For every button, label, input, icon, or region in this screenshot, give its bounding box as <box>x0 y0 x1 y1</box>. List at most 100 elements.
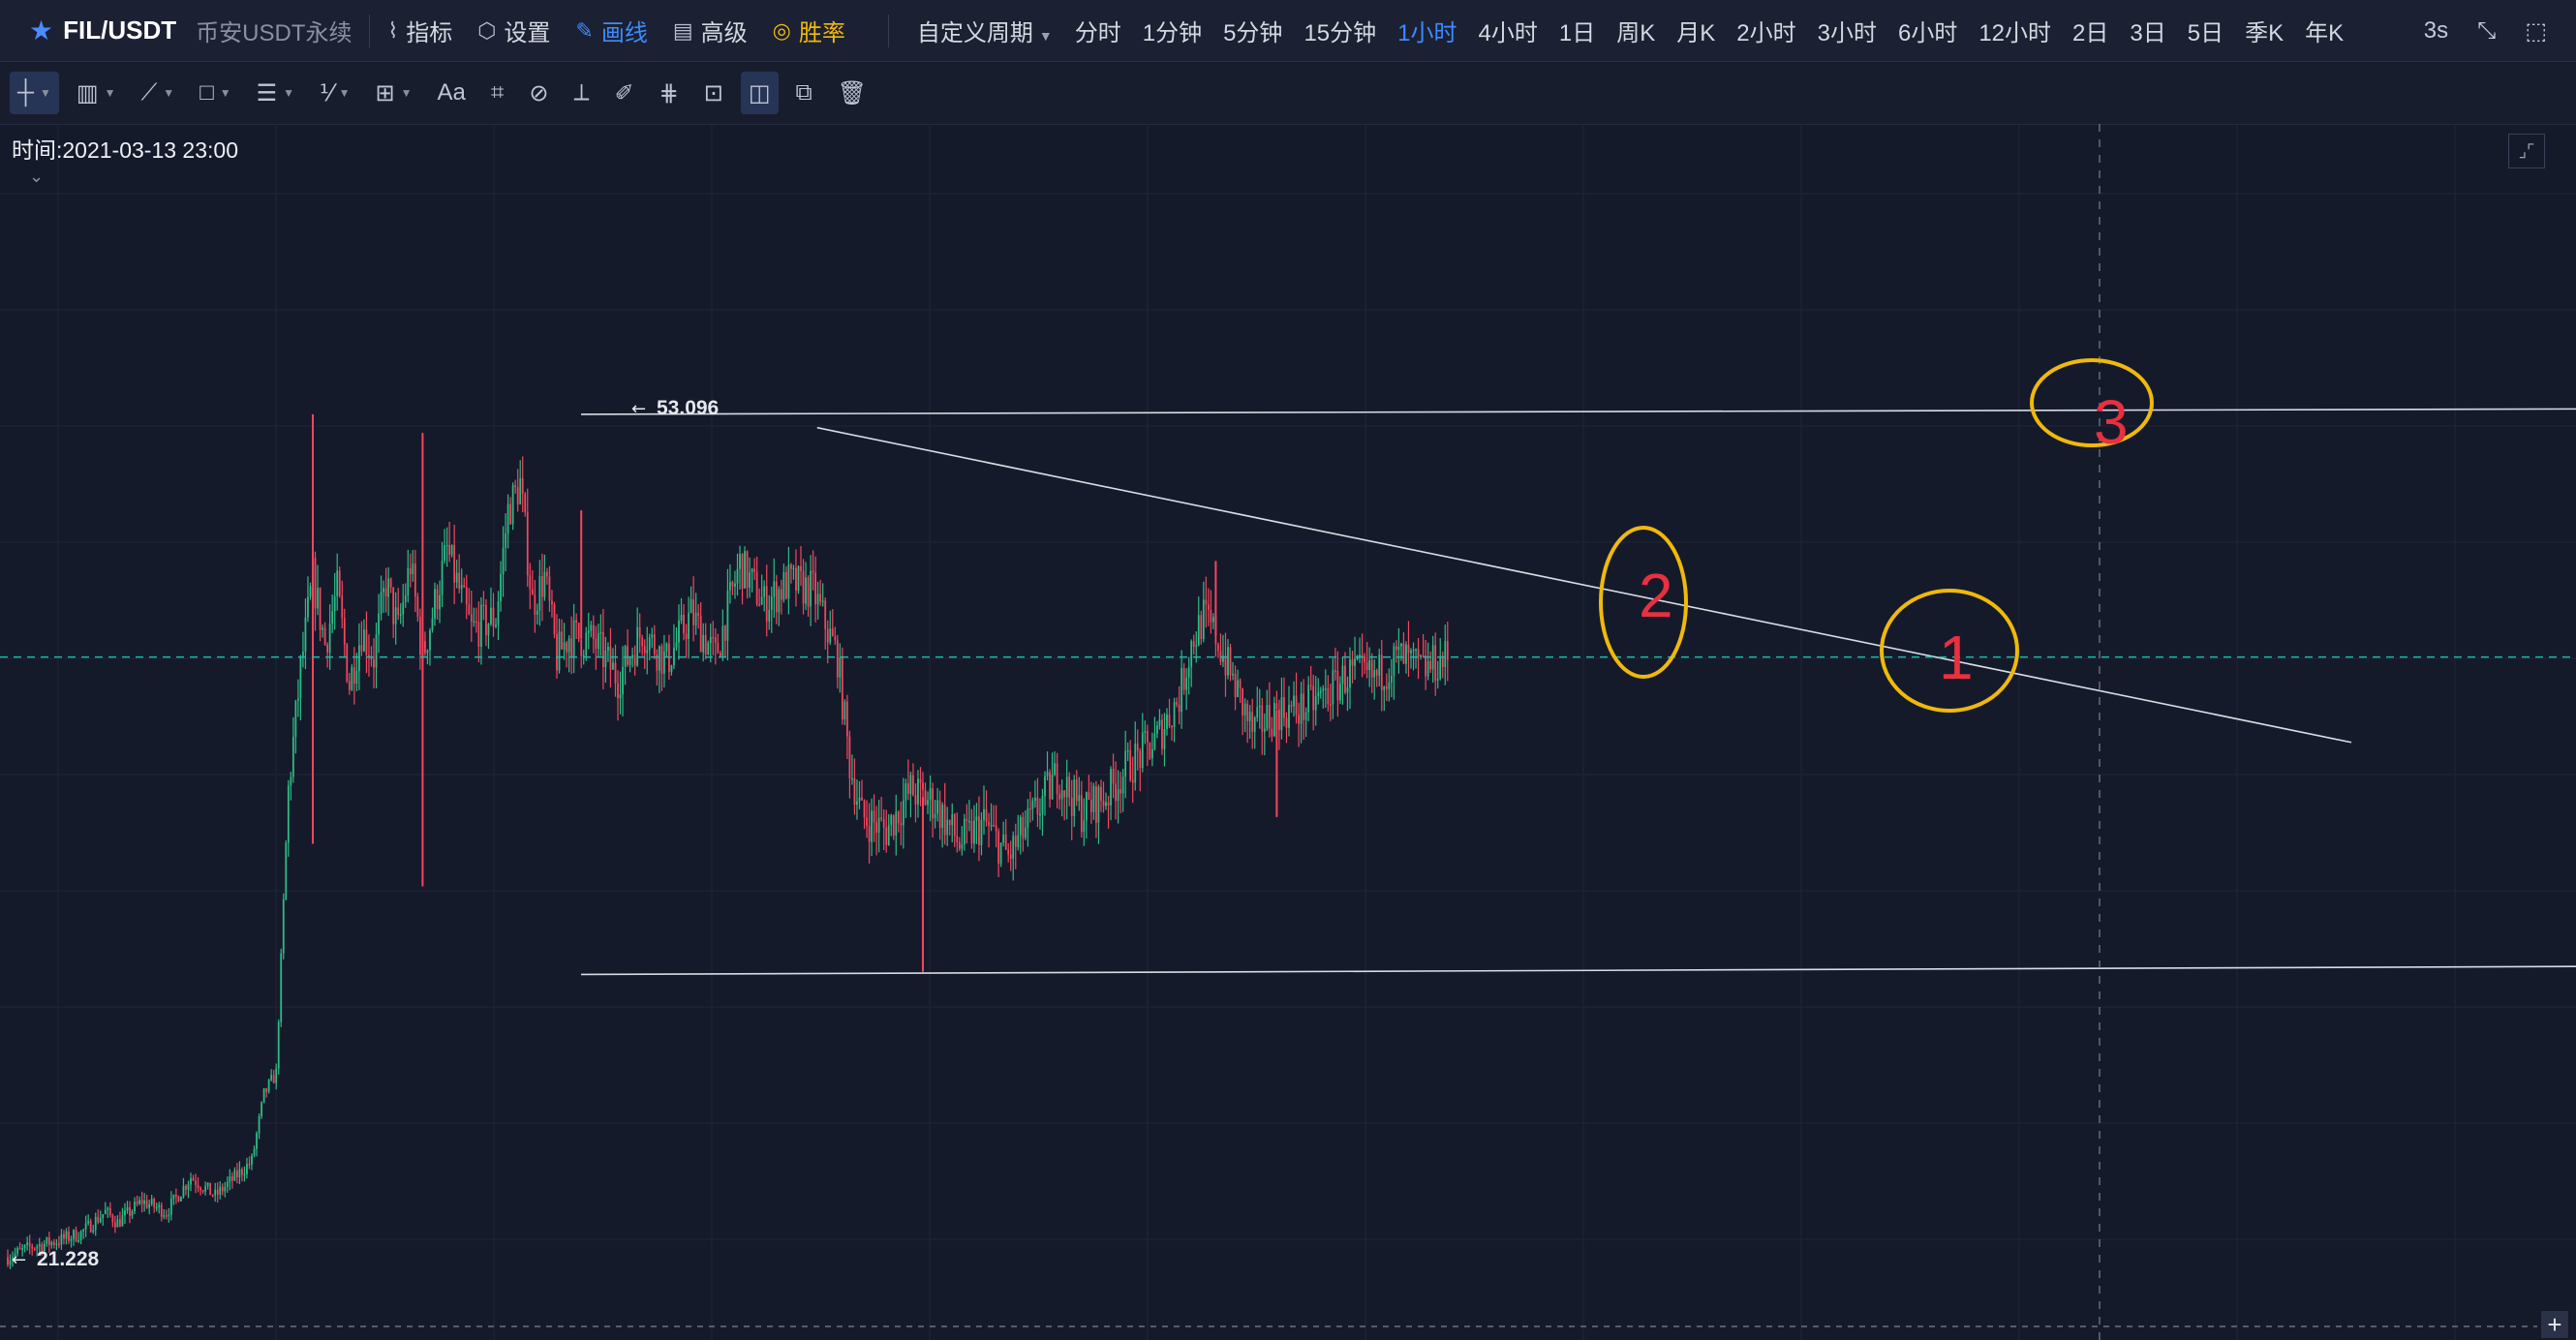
candle-body <box>317 588 319 609</box>
candle-body <box>829 628 832 643</box>
candle-body <box>111 1215 114 1223</box>
candle-body <box>1112 769 1115 784</box>
channel-tool[interactable]: ☰ ▼ <box>249 72 302 114</box>
period-10[interactable]: 3小时 <box>1817 20 1877 46</box>
candle-body <box>755 571 758 605</box>
candle-body <box>773 581 776 597</box>
resistance-line <box>580 408 2576 415</box>
period-11[interactable]: 6小时 <box>1897 20 1958 46</box>
period-2[interactable]: 5分钟 <box>1223 20 1283 46</box>
lock-tool[interactable]: ⊡ <box>696 72 731 114</box>
pattern-tool[interactable]: ⌗ <box>483 72 512 114</box>
fibonacci-tool[interactable]: ⅟ ▼ <box>312 72 358 114</box>
candle-body <box>856 801 858 806</box>
candle-body <box>658 646 660 671</box>
candle-body <box>1402 643 1405 664</box>
candle-body <box>65 1231 68 1239</box>
settings-draw-tool[interactable]: ⧉ <box>788 72 820 114</box>
period-12[interactable]: 12小时 <box>1978 20 2052 46</box>
candle-body <box>1102 800 1105 807</box>
candle-body <box>348 681 351 690</box>
fullscreen-icon[interactable]: ⌟⌜ <box>2508 134 2545 168</box>
candle-body <box>28 1242 31 1247</box>
candle-body <box>477 622 480 647</box>
symbol-name[interactable]: FIL/USDT <box>63 15 177 45</box>
candle-body <box>1303 693 1305 720</box>
draw-button[interactable]: ✎ 画线 <box>575 14 647 47</box>
candle-body <box>529 575 532 590</box>
period-3[interactable]: 15分钟 <box>1303 20 1377 46</box>
winrate-button[interactable]: ◎ 胜率 <box>773 14 845 47</box>
advanced-button[interactable]: ▤ 高级 <box>673 14 748 47</box>
period-5[interactable]: 4小时 <box>1478 20 1538 46</box>
period-6[interactable]: 1日 <box>1558 20 1596 46</box>
period-7[interactable]: 周K <box>1616 20 1656 46</box>
magnet-icon: ⊘ <box>529 79 549 107</box>
period-4[interactable]: 1小时 <box>1397 20 1457 46</box>
ruler-tool[interactable]: ▥ ▼ <box>69 72 124 114</box>
candlestick-chart[interactable]: 53.096 ← 21.228 ← 1 2 3 <box>0 124 2576 1340</box>
indicator-button[interactable]: ⌇ 指标 <box>387 14 452 47</box>
candle-body <box>875 822 878 834</box>
candle-body <box>858 797 861 802</box>
line-tool[interactable]: ⟋ ▼ <box>133 72 182 114</box>
candle-body <box>1290 705 1293 707</box>
period-17[interactable]: 年K <box>2305 20 2345 46</box>
candle-body <box>1068 777 1071 798</box>
candle-body <box>631 655 634 658</box>
visibility-tool[interactable]: ◫ <box>740 72 779 114</box>
candle-body <box>690 598 692 614</box>
brush-tool[interactable]: ✐ <box>607 72 642 114</box>
add-indicator-button[interactable]: + <box>2541 1310 2568 1339</box>
candle-body <box>256 1133 258 1149</box>
period-1[interactable]: 1分钟 <box>1142 20 1203 46</box>
star-icon[interactable]: ★ <box>29 15 54 46</box>
shrink-icon[interactable]: ⤡ <box>2477 17 2497 44</box>
symbol-selector[interactable]: ★ FIL/USDT 币安USDT永续 <box>29 14 352 47</box>
period-13[interactable]: 2日 <box>2072 20 2109 46</box>
candle-body <box>1365 662 1368 671</box>
candle-body <box>890 815 893 826</box>
candle-body <box>810 570 812 607</box>
refresh-interval[interactable]: 3s <box>2423 17 2449 44</box>
candle-body <box>177 1196 180 1202</box>
candle-body <box>55 1243 58 1246</box>
candle-body <box>943 805 946 836</box>
measure-ruler-tool[interactable]: ⟂ <box>567 72 598 114</box>
candle-body <box>1150 748 1153 759</box>
candle-body <box>1200 615 1203 639</box>
settings-button[interactable]: ⬡ 设置 <box>477 14 550 47</box>
measure-tool[interactable]: ⊞ ▼ <box>368 72 420 114</box>
candle-body <box>360 645 363 652</box>
candle-body <box>9 1260 12 1265</box>
period-0[interactable]: 分时 <box>1074 20 1121 46</box>
candle-body <box>145 1200 148 1208</box>
candle-body <box>1217 644 1219 652</box>
period-8[interactable]: 月K <box>1676 20 1716 46</box>
rectangle-tool[interactable]: □ ▼ <box>192 72 238 114</box>
period-15[interactable]: 5日 <box>2187 20 2224 46</box>
candle-body <box>604 650 607 668</box>
magnet-tool[interactable]: ⊘ <box>521 72 556 114</box>
period-9[interactable]: 2小时 <box>1736 20 1796 46</box>
crosshair-tool[interactable]: ┼ ▼ <box>10 72 59 114</box>
candle-body <box>418 616 421 655</box>
text-tool[interactable]: Aa <box>430 72 474 114</box>
chevron-down-icon[interactable]: ⌄ <box>29 167 45 186</box>
delete-tool[interactable]: 🗑 <box>830 72 874 114</box>
candle-body <box>380 592 383 614</box>
candle-body <box>241 1169 243 1175</box>
custom-period-dropdown[interactable]: 自定义周期 ▼ <box>917 14 1053 47</box>
candle-body <box>214 1189 217 1196</box>
screenshot-icon[interactable]: ⬚ <box>2525 17 2547 45</box>
candle-body <box>163 1215 166 1217</box>
candle-body <box>172 1194 175 1200</box>
bars-pattern-tool[interactable]: ⋕ <box>652 72 687 114</box>
descending-trendline <box>816 426 2352 744</box>
candle-body <box>1314 695 1317 711</box>
candle-body <box>1095 785 1097 823</box>
candle-body <box>1129 749 1132 780</box>
period-14[interactable]: 3日 <box>2130 20 2166 46</box>
period-16[interactable]: 季K <box>2245 20 2285 46</box>
candle-body <box>1136 744 1139 751</box>
